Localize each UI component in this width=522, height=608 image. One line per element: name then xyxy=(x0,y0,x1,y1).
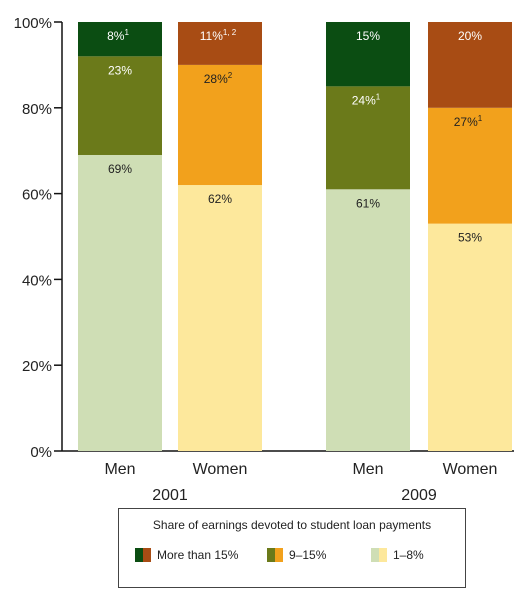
legend-swatch-men-low xyxy=(371,548,379,562)
legend-swatch-women-high xyxy=(143,548,151,562)
bar-segment xyxy=(428,22,512,108)
bar-segment xyxy=(78,22,162,57)
x-axis-labels: Men Women 2001 Men Women 2009 xyxy=(104,461,497,504)
bar-value-label: 27%1 xyxy=(454,114,483,129)
bar-value-label: 28%2 xyxy=(204,71,233,86)
legend-item-more-than-15: More than 15% xyxy=(135,547,238,563)
x-category-label: Men xyxy=(104,461,135,478)
y-tick-label: 20% xyxy=(22,358,52,375)
bar-value-label: 15% xyxy=(356,29,380,43)
legend-swatch-men-mid xyxy=(267,548,275,562)
legend-title: Share of earnings devoted to student loa… xyxy=(152,518,432,532)
bar-segment xyxy=(428,107,512,224)
bar-value-label: 69% xyxy=(108,162,132,176)
legend-swatch-men-high xyxy=(135,548,143,562)
bar-segment xyxy=(178,185,262,451)
bar-segment xyxy=(326,22,410,87)
legend-label: More than 15% xyxy=(157,548,239,562)
legend-label: 1–8% xyxy=(393,548,424,562)
x-group-label: 2001 xyxy=(152,487,188,504)
legend-label: 9–15% xyxy=(289,548,327,562)
legend-item-9-15: 9–15% xyxy=(267,547,326,563)
bar-segment xyxy=(178,22,262,65)
legend-swatch-women-low xyxy=(379,548,387,562)
bar-value-label: 53% xyxy=(458,231,482,245)
bar-value-label: 23% xyxy=(108,63,132,77)
legend-item-1-8: 1–8% xyxy=(371,547,424,563)
bar-segment xyxy=(326,86,410,190)
bar-value-label: 8%1 xyxy=(107,28,129,43)
y-tick-label: 0% xyxy=(30,444,52,461)
y-tick-label: 80% xyxy=(22,101,52,118)
bar-segment xyxy=(428,223,512,451)
y-tick-label: 100% xyxy=(14,15,52,32)
bar-value-label: 24%1 xyxy=(352,92,381,107)
y-tick-label: 40% xyxy=(22,272,52,289)
legend: Share of earnings devoted to student loa… xyxy=(118,508,466,588)
bar-value-label: 20% xyxy=(458,29,482,43)
bar-value-label: 62% xyxy=(208,192,232,206)
x-group-label: 2009 xyxy=(401,487,437,504)
bar-segment xyxy=(78,154,162,452)
legend-swatch-women-mid xyxy=(275,548,283,562)
bar-value-label: 61% xyxy=(356,196,380,210)
y-tick-label: 60% xyxy=(22,187,52,204)
bar-segment xyxy=(178,64,262,186)
bar-segment xyxy=(78,56,162,155)
bars: 69%23%8%162%28%211%1, 261%24%115%53%27%1… xyxy=(78,22,512,452)
x-category-label: Women xyxy=(443,461,498,478)
x-category-label: Women xyxy=(193,461,248,478)
x-category-label: Men xyxy=(352,461,383,478)
bar-segment xyxy=(326,189,410,451)
